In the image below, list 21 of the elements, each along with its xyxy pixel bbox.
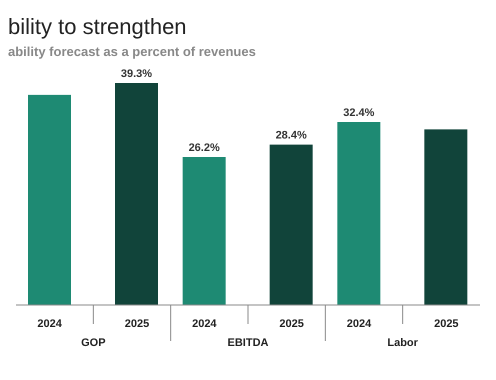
data-label: 39.3% bbox=[120, 68, 152, 80]
text: 2024 bbox=[192, 318, 217, 330]
bar bbox=[337, 122, 380, 305]
series-label: 2025 bbox=[124, 318, 150, 330]
data-label: 28.4% bbox=[276, 130, 307, 142]
text: 2025 bbox=[434, 318, 459, 330]
x-tick-label: Labor bbox=[387, 337, 419, 349]
series-label: 2024 bbox=[37, 318, 63, 330]
text: 2024 bbox=[346, 318, 372, 330]
data-label: 26.2% bbox=[188, 142, 220, 154]
bar bbox=[270, 144, 313, 305]
data-label: 32.4% bbox=[343, 106, 375, 119]
chart-subtitle: ability forecast as a percent of revenues bbox=[8, 44, 257, 59]
chart-title: bility to strengthen bbox=[8, 14, 188, 40]
text: 2025 bbox=[279, 318, 304, 330]
bar bbox=[182, 157, 226, 305]
x-tick-label: EBITDA bbox=[228, 337, 269, 349]
bar bbox=[115, 83, 158, 305]
x-tick-label: GOP bbox=[81, 337, 106, 349]
bar bbox=[28, 94, 71, 305]
bar bbox=[424, 129, 468, 305]
